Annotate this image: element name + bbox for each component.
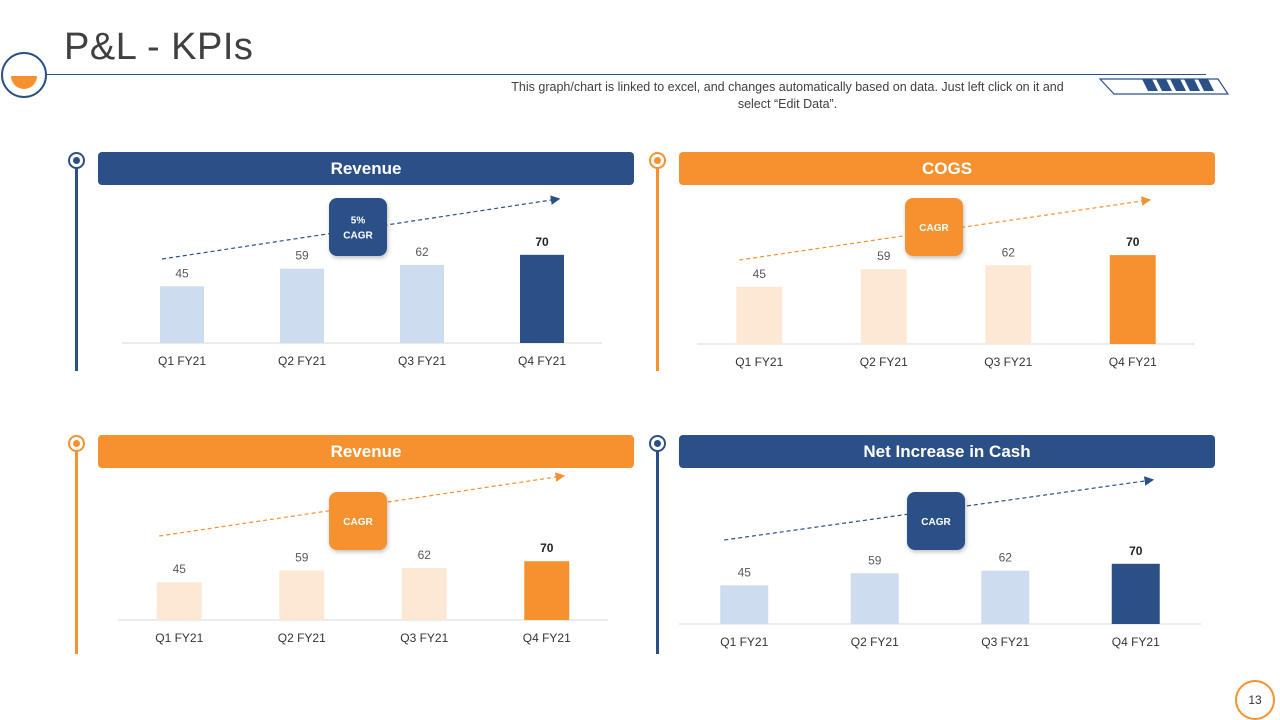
- data-label: 59: [877, 249, 891, 263]
- net-cash-bar-chart[interactable]: 45 Q1 FY21 59 Q2 FY21 62 Q3 FY21 70 Q4 FY21 CAGR: [657, 435, 1257, 665]
- bar: [400, 264, 444, 343]
- bar: [280, 268, 324, 343]
- tick-label: Q3 FY21: [400, 631, 448, 645]
- net-cash-chart-panel[interactable]: Net Increase in Cash 45 Q1 FY21 59 Q2 FY21 6…: [649, 435, 1257, 665]
- title-badge-icon: [1, 52, 47, 98]
- tick-label: Q3 FY21: [981, 635, 1029, 649]
- bar: [1109, 255, 1156, 344]
- data-label: 45: [175, 266, 189, 280]
- tick-label: Q1 FY21: [158, 354, 206, 368]
- tick-label: Q3 FY21: [984, 355, 1032, 369]
- bar: [850, 573, 899, 624]
- revenue-chart-panel[interactable]: Revenue 45 Q1 FY21 59 Q2 FY21 62 Q3 FY21 70 Q4 …: [68, 152, 676, 382]
- data-label: 70: [1129, 544, 1143, 558]
- panel-bullet-icon: [68, 435, 85, 452]
- revenue-orange-chart-panel[interactable]: Revenue 45 Q1 FY21 59 Q2 FY21 62 Q3 FY21 70 Q4 …: [68, 435, 676, 665]
- data-label: 62: [999, 551, 1013, 565]
- chart-title: COGS: [679, 152, 1215, 185]
- cagr-badge: [329, 492, 387, 550]
- panel-accent-line: [656, 166, 659, 371]
- data-label: 59: [295, 550, 309, 564]
- panel-accent-line: [75, 449, 78, 654]
- cagr-badge-label: CAGR: [343, 517, 373, 528]
- tick-label: Q4 FY21: [1112, 635, 1160, 649]
- bar: [279, 570, 325, 620]
- data-label: 70: [540, 541, 554, 555]
- page-title: P&L - KPIs: [64, 26, 254, 68]
- chart-title: Revenue: [98, 435, 634, 468]
- data-label: 62: [418, 548, 432, 562]
- chart-title: Revenue: [98, 152, 634, 185]
- data-label: 59: [868, 553, 882, 567]
- panel-accent-line: [656, 449, 659, 654]
- panel-bullet-icon: [68, 152, 85, 169]
- revenue-bar-chart[interactable]: 45 Q1 FY21 59 Q2 FY21 62 Q3 FY21 70 Q4 FY21 5% CA…: [76, 152, 676, 382]
- bar: [860, 269, 907, 344]
- tick-label: Q2 FY21: [278, 631, 326, 645]
- tick-label: Q4 FY21: [518, 354, 566, 368]
- cagr-badge-label: 5%: [351, 216, 366, 227]
- title-divider: [46, 74, 1206, 75]
- tick-label: Q1 FY21: [155, 631, 203, 645]
- cagr-badge-label: CAGR: [919, 223, 949, 234]
- data-label: 70: [535, 235, 549, 249]
- data-label: 45: [738, 565, 752, 579]
- bar: [401, 567, 447, 620]
- cagr-badge-label: CAGR: [343, 231, 373, 242]
- revenue-orange-bar-chart[interactable]: 45 Q1 FY21 59 Q2 FY21 62 Q3 FY21 70 Q4 FY21 CAGR: [76, 435, 676, 665]
- chart-title: Net Increase in Cash: [679, 435, 1215, 468]
- tick-label: Q2 FY21: [860, 355, 908, 369]
- tick-label: Q2 FY21: [851, 635, 899, 649]
- cogs-chart-panel[interactable]: COGS 45 Q1 FY21 59 Q2 FY21 62 Q3 FY21 70 Q4 FY2…: [649, 152, 1257, 382]
- bar: [156, 582, 202, 620]
- bar: [160, 286, 204, 343]
- tick-label: Q1 FY21: [720, 635, 768, 649]
- data-label: 62: [415, 245, 429, 259]
- tick-label: Q4 FY21: [1109, 355, 1157, 369]
- data-label: 59: [295, 249, 309, 263]
- bar: [1111, 563, 1160, 624]
- cagr-trend-arrow: [161, 195, 561, 260]
- cagr-trend-arrow: [724, 476, 1155, 541]
- data-label: 45: [173, 562, 187, 576]
- bar: [981, 570, 1030, 624]
- panel-accent-line: [75, 166, 78, 371]
- cagr-badge: [905, 198, 963, 256]
- cagr-badge: [907, 492, 965, 550]
- cogs-bar-chart[interactable]: 45 Q1 FY21 59 Q2 FY21 62 Q3 FY21 70 Q4 FY21 CAGR: [657, 152, 1257, 382]
- cagr-badge-label: CAGR: [921, 517, 951, 528]
- page-number: 13: [1235, 680, 1275, 720]
- bar: [985, 265, 1032, 344]
- data-label: 70: [1126, 235, 1140, 249]
- bar: [520, 254, 564, 343]
- tick-label: Q4 FY21: [523, 631, 571, 645]
- tick-label: Q1 FY21: [735, 355, 783, 369]
- stripes-decoration-icon: [1098, 78, 1230, 95]
- panel-bullet-icon: [649, 152, 666, 169]
- bar: [524, 561, 570, 620]
- tick-label: Q2 FY21: [278, 354, 326, 368]
- subtitle-note: This graph/chart is linked to excel, and…: [511, 80, 1064, 111]
- tick-label: Q3 FY21: [398, 354, 446, 368]
- data-label: 62: [1002, 245, 1016, 259]
- cagr-badge: [329, 198, 387, 256]
- data-label: 45: [753, 267, 767, 281]
- panel-bullet-icon: [649, 435, 666, 452]
- bar: [736, 286, 783, 344]
- bar: [720, 585, 769, 624]
